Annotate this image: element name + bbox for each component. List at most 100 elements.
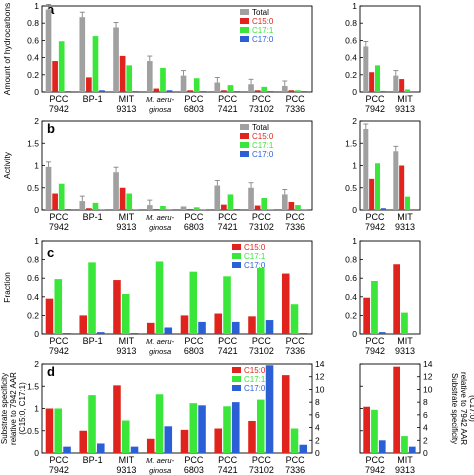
legend-label-c17-0: C17:0 xyxy=(252,150,274,159)
bar-c17-0-7 xyxy=(299,333,308,334)
bar-c17-0-0 xyxy=(63,446,71,453)
bar-c15-0-1 xyxy=(393,366,401,453)
legend-swatch-c17-1 xyxy=(232,253,241,259)
panel-letter: d xyxy=(47,364,55,379)
bar-c17-0-4 xyxy=(198,405,206,453)
legend-swatch-c17-1 xyxy=(240,142,249,148)
y-axis-tick-label: 1 xyxy=(34,236,39,246)
category-label-0-line2: 7942 xyxy=(49,222,69,232)
bar-c17-0-6 xyxy=(267,91,274,92)
bar-c15-0-6 xyxy=(254,90,261,92)
bar-c17-1-0 xyxy=(371,409,378,453)
category-label-1: MIT xyxy=(397,212,413,222)
bar-total-4 xyxy=(180,206,187,210)
bar-c17-0-5 xyxy=(232,402,240,453)
bar-c17-1-6 xyxy=(256,399,265,453)
category-label-0: PCC xyxy=(49,336,69,346)
category-label-7-line2: 7336 xyxy=(285,222,305,232)
side-y-axis-tick-label: 0.6 xyxy=(345,273,357,283)
legend-swatch-c17-0 xyxy=(240,151,249,157)
bar-c17-1-1 xyxy=(405,196,411,210)
bar-c17-1-3 xyxy=(160,206,166,210)
category-label-1: MIT xyxy=(397,455,413,465)
y-axis-tick-label: 0 xyxy=(34,205,39,215)
side-y-axis-tick-label: 0.5 xyxy=(345,183,357,193)
bar-c15-0-4 xyxy=(180,315,189,334)
category-label-2-line2: 9313 xyxy=(116,465,136,475)
category-label-1: MIT xyxy=(397,94,413,104)
category-label-0-line2: 7942 xyxy=(365,465,385,475)
bar-c15-0-0 xyxy=(52,193,58,210)
bar-c17-1-7 xyxy=(290,428,299,453)
y-axis-label-0: Substrate specificity xyxy=(0,373,9,444)
bar-c17-1-0 xyxy=(58,41,65,92)
y-axis-tick-label: 0.5 xyxy=(27,426,39,436)
category-label-2: MIT xyxy=(119,455,135,465)
category-label-0: PCC xyxy=(49,212,69,222)
bar-c15-0-4 xyxy=(187,209,193,210)
y-axis-right-tick-label: 6 xyxy=(315,410,320,420)
y-axis-tick-label: 0 xyxy=(34,87,39,97)
bar-c17-0-0 xyxy=(378,440,386,453)
y-axis-tick-label: 0.6 xyxy=(27,35,39,45)
category-label-7: PCC xyxy=(286,455,306,465)
bar-c17-0-0 xyxy=(378,332,386,334)
y-axis-right-tick-label: 10 xyxy=(315,384,325,394)
legend-label-c17-1: C17:1 xyxy=(244,252,266,261)
side-plot-frame xyxy=(359,120,421,211)
side-y-axis-tick-label: 0.6 xyxy=(345,35,357,45)
bar-c17-0-0 xyxy=(65,91,72,92)
category-label-7: PCC xyxy=(286,212,306,222)
y-axis-tick-label: 0.2 xyxy=(27,310,39,320)
category-label-4-line2: 6803 xyxy=(184,346,204,356)
bar-c17-0-0 xyxy=(380,208,386,210)
bar-total-5 xyxy=(214,185,221,211)
category-label-2: MIT xyxy=(119,212,135,222)
category-label-7-line2: 7336 xyxy=(285,465,305,475)
y-axis-tick-label: 0.8 xyxy=(27,18,39,28)
category-label-6-line2: 73102 xyxy=(249,465,274,475)
bar-total-7 xyxy=(281,85,288,92)
category-label-7: PCC xyxy=(286,336,306,346)
bar-c17-0-5 xyxy=(234,209,240,210)
bar-c17-1-1 xyxy=(92,202,99,210)
category-label-0-line2: 7942 xyxy=(365,346,385,356)
category-label-4: PCC xyxy=(184,212,204,222)
bar-c15-0-3 xyxy=(153,88,160,92)
bar-c17-0-2 xyxy=(130,333,139,334)
category-label-1: BP-1 xyxy=(83,455,103,465)
bar-c17-0-1 xyxy=(97,332,105,334)
legend-swatch-c15-0 xyxy=(232,244,241,250)
y-axis-right-tick-label: 12 xyxy=(315,372,325,382)
category-label-6-line2: 73102 xyxy=(249,222,274,232)
side-y-axis-right-tick-label: 12 xyxy=(423,372,433,382)
bar-c15-0-4 xyxy=(180,429,189,453)
category-label-6: PCC xyxy=(252,455,272,465)
bar-c15-0-0 xyxy=(45,408,54,453)
bar-c17-0-0 xyxy=(65,209,72,210)
bar-c17-1-1 xyxy=(401,312,408,334)
category-label-4: PCC xyxy=(184,336,204,346)
bar-c17-1-0 xyxy=(54,408,63,453)
side-y-axis-tick-label: 0.8 xyxy=(345,255,357,265)
bar-c15-0-3 xyxy=(146,322,155,334)
category-label-2-line2: 9313 xyxy=(116,104,136,114)
legend-swatch-c17-1 xyxy=(240,27,249,33)
bar-c15-0-3 xyxy=(146,438,155,453)
bar-c17-1-0 xyxy=(375,163,381,211)
bar-c15-0-6 xyxy=(248,316,256,334)
bar-total-3 xyxy=(146,61,153,92)
category-label-6-line2: 73102 xyxy=(249,104,274,114)
legend-swatch-total xyxy=(240,9,249,15)
bar-c17-1-1 xyxy=(401,436,408,453)
legend-label-c15-0: C15:0 xyxy=(244,366,266,375)
legend-label-c15-0: C15:0 xyxy=(252,17,274,26)
category-label-0-line2: 7942 xyxy=(365,222,385,232)
bar-c17-0-5 xyxy=(234,91,240,92)
y-axis-right-tick-label: 14 xyxy=(315,359,325,369)
bar-c15-0-1 xyxy=(399,165,405,210)
category-label-0: PCC xyxy=(365,94,385,104)
bar-c17-1-5 xyxy=(227,194,234,210)
category-label-0: PCC xyxy=(49,94,69,104)
bar-c15-0-1 xyxy=(86,77,92,92)
